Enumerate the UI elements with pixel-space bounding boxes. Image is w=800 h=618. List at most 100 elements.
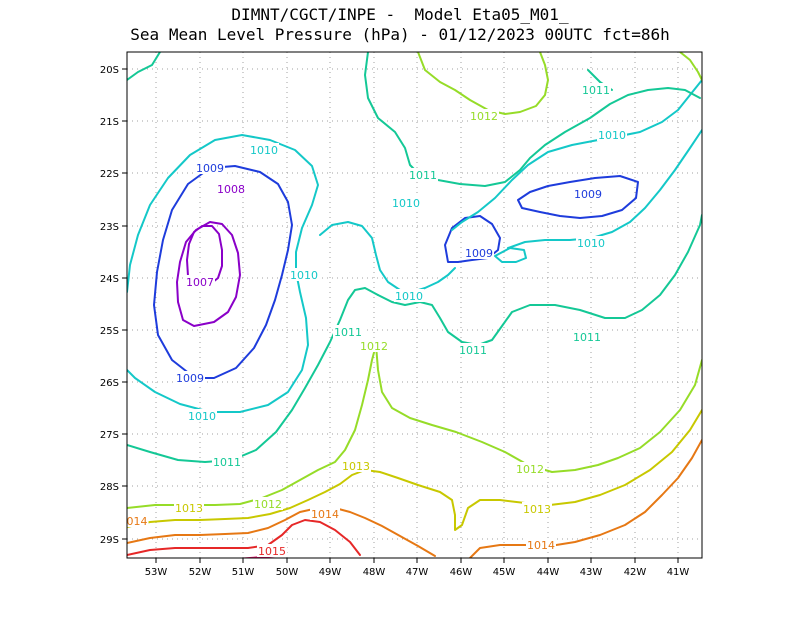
contour-label: 1014: [311, 508, 339, 521]
isobar-1014-east: [469, 439, 702, 558]
contour-label: 1010: [290, 269, 318, 282]
state-border-ms-sp: [127, 95, 240, 220]
river-parana: [240, 220, 275, 315]
contour-label-bg: [515, 462, 545, 475]
lon-label: 52W: [189, 567, 212, 578]
contour-label: 1009: [176, 372, 204, 385]
lon-label: 50W: [276, 567, 299, 578]
contour-label: 1012: [360, 340, 388, 353]
isobar-1012-west: [127, 344, 377, 509]
latitude-labels: 20S 21S 22S 23S 24S 25S 26S 27S 28S 29S: [100, 65, 119, 546]
contour-label-bg: [576, 236, 606, 249]
lon-label: 41W: [667, 567, 690, 578]
contour-label-bg: [391, 196, 421, 209]
lat-label: 29S: [100, 535, 119, 546]
contour-labels: 1007 1008 1009 1009 1009 1009 1010 1010 1010 1010…: [127, 83, 627, 558]
contour-label-bg: [195, 161, 225, 174]
isobar-1016: [234, 555, 276, 558]
lat-label: 28S: [100, 482, 119, 493]
contour-label-bg: [581, 83, 611, 96]
lagoa-dos-patos: [288, 524, 330, 558]
contour-label-bg: [464, 246, 494, 259]
contour-label-bg: [257, 544, 287, 557]
contour-label-bg: [216, 182, 246, 195]
state-border-sc-rs: [127, 395, 345, 450]
lon-label: 53W: [145, 567, 168, 578]
contour-label: 1011: [213, 456, 241, 469]
contour-label-bg: [185, 275, 215, 288]
isobar-1011-north: [364, 52, 701, 187]
lon-label: 49W: [319, 567, 342, 578]
map-frame: [126, 51, 703, 559]
isobar-1010-north: [451, 79, 702, 231]
contour-label-bg: [289, 268, 319, 281]
contour-label-bg: [573, 187, 603, 200]
isobar-1007: [176, 221, 241, 327]
lon-label: 46W: [450, 567, 473, 578]
contour-label: 1011: [459, 344, 487, 357]
contour-label: 1012: [470, 110, 498, 123]
contour-label-bg: [522, 502, 552, 515]
contour-label: 1010: [250, 144, 278, 157]
lon-label: 51W: [232, 567, 255, 578]
contour-label: 1009: [465, 247, 493, 260]
contour-label: 1010: [395, 290, 423, 303]
lat-label: 25S: [100, 326, 119, 337]
contour-label: 1010: [188, 410, 216, 423]
isobar-1011-coast: [377, 214, 702, 346]
longitude-labels: 53W 52W 51W 50W 49W 48W 47W 46W 45W 44W …: [145, 567, 690, 578]
graticule: [127, 52, 702, 558]
tick-marks: [122, 68, 679, 563]
state-border-pr-sp: [240, 210, 386, 310]
contour-label: 1011: [582, 84, 610, 97]
contour-label-bg: [526, 538, 556, 551]
lon-label: 43W: [580, 567, 603, 578]
contour-label-bg: [333, 325, 363, 338]
contour-label: 1011: [573, 331, 601, 344]
contour-label-bg: [359, 339, 389, 352]
lon-label: 42W: [624, 567, 647, 578]
isobar-1009-west: [153, 165, 293, 379]
contour-label-bg: [174, 501, 204, 514]
coastline-and-borders: [127, 52, 702, 558]
contour-label: 1012: [516, 463, 544, 476]
lat-label: 26S: [100, 378, 119, 389]
lat-label: 21S: [100, 117, 119, 128]
isobar-1010-west: [127, 134, 319, 413]
lat-label: 22S: [100, 169, 119, 180]
contour-label-bg: [572, 330, 602, 343]
contour-label: 1008: [217, 183, 245, 196]
lat-label: 24S: [100, 274, 119, 285]
contour-label-bg: [249, 143, 279, 156]
guanabara-bay: [505, 232, 520, 244]
isobar-1014: [127, 507, 436, 557]
isobar-1013: [127, 409, 702, 531]
contour-label: 1013: [523, 503, 551, 516]
isobar-1010-east: [507, 129, 702, 249]
contour-label-bg: [127, 514, 149, 527]
contour-label-bg: [469, 109, 499, 122]
lon-label: 48W: [363, 567, 386, 578]
lon-label: 47W: [406, 567, 429, 578]
contour-label-bg: [175, 371, 205, 384]
contour-label-bg: [212, 455, 242, 468]
contour-label: 1007: [186, 276, 214, 289]
lat-label: 23S: [100, 222, 119, 233]
map-title-line1: DIMNT/CGCT/INPE - Model Eta05_M01_: [231, 5, 569, 24]
contour-label: 1011: [334, 326, 362, 339]
reservoir-furnas: [320, 232, 350, 250]
contour-label: 1014: [527, 539, 555, 552]
isobar-1008: [186, 225, 223, 287]
contour-label-bg: [597, 128, 627, 141]
contour-label: 1010: [577, 237, 605, 250]
state-border-sp-mg: [210, 60, 405, 115]
isobar-1012-south: [375, 344, 702, 473]
contour-label: 014: [127, 515, 148, 528]
isobar-1009-east: [517, 175, 639, 219]
contour-label-bg: [341, 459, 371, 472]
contour-label: 1013: [342, 460, 370, 473]
contour-label: 1011: [409, 169, 437, 182]
contour-label-bg: [253, 497, 283, 510]
contour-label: 1010: [598, 129, 626, 142]
